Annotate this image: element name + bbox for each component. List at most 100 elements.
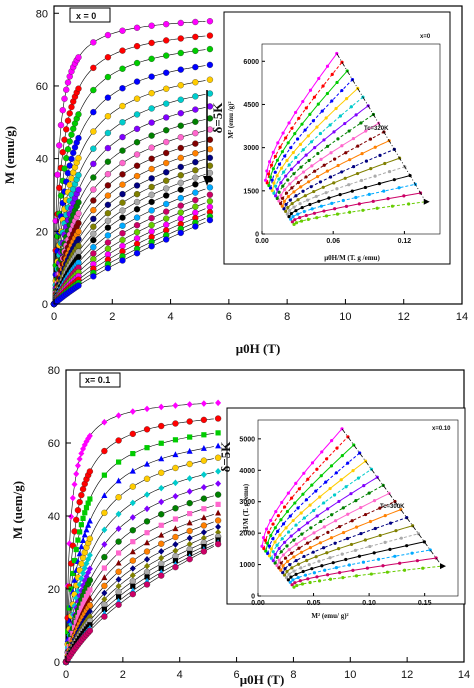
arrott-point (309, 140, 314, 144)
x-tick-label: 4 (177, 669, 183, 681)
arrott-point (314, 555, 318, 559)
data-point (129, 514, 136, 521)
arrott-point (275, 543, 279, 547)
data-point (115, 550, 122, 556)
arrott-point (279, 561, 283, 565)
data-point (87, 496, 93, 502)
top-legend-box (69, 7, 111, 23)
data-point (75, 236, 82, 243)
data-point (82, 510, 88, 516)
data-point (192, 118, 199, 125)
arrott-point (369, 572, 373, 576)
y-tick-label: 60 (36, 81, 48, 93)
data-point (68, 131, 75, 138)
data-point (86, 613, 93, 620)
arrott-point (415, 559, 420, 563)
data-point (57, 121, 65, 129)
arrott-point (308, 546, 312, 550)
data-point (90, 273, 97, 280)
arrott-point (309, 185, 313, 189)
data-point (104, 54, 112, 61)
data-point (148, 155, 155, 162)
arrott-point (293, 581, 297, 585)
data-point (90, 160, 97, 168)
arrott-point (332, 493, 337, 497)
arrott-point (315, 216, 319, 220)
arrott-point (276, 514, 280, 518)
arrott-point (315, 125, 319, 129)
data-point (129, 557, 136, 564)
data-point (63, 126, 70, 133)
data-point (158, 560, 165, 567)
arrott-point (310, 164, 314, 168)
arrott-point (356, 476, 361, 480)
data-point (75, 228, 82, 235)
arrott-point (363, 185, 368, 190)
data-point (200, 457, 208, 464)
arrott-point (272, 181, 276, 185)
arrott-point (312, 189, 316, 194)
y-tick-label: 0 (54, 657, 60, 669)
data-point (148, 144, 155, 151)
arrott-point (262, 547, 266, 551)
data-point (66, 110, 73, 117)
data-point (177, 229, 184, 237)
data-point (86, 517, 93, 524)
data-point (177, 66, 184, 73)
arrott-point (372, 499, 377, 503)
data-point (158, 572, 165, 579)
data-point (79, 485, 87, 493)
arrott-point (311, 550, 315, 554)
data-point (133, 95, 141, 102)
arrott-point (313, 146, 317, 150)
data-point (75, 199, 82, 206)
data-point (66, 162, 73, 169)
arrott-point (281, 564, 285, 568)
arrott-point (334, 566, 339, 570)
arrott-point (292, 205, 296, 209)
data-point (200, 483, 207, 491)
data-point (119, 27, 126, 34)
arrott-point (275, 187, 279, 191)
arrott-point (287, 572, 291, 576)
arrott-point (286, 141, 290, 145)
data-point (192, 203, 199, 210)
data-point (144, 505, 151, 513)
arrott-point (318, 541, 323, 545)
arrott-point (304, 175, 308, 179)
arrott-point (324, 116, 328, 120)
data-point (200, 534, 207, 542)
arrott-point (310, 207, 314, 211)
data-point (75, 242, 82, 249)
arrott-point (341, 198, 345, 203)
data-point (200, 416, 208, 424)
arrott-point (293, 501, 297, 505)
data-point (70, 149, 77, 156)
arrott-point (393, 554, 397, 558)
data-point (90, 236, 97, 244)
data-point (129, 408, 136, 415)
data-point (80, 569, 87, 577)
arrott-point (349, 105, 353, 109)
arrott-point (345, 536, 350, 541)
data-point (76, 455, 83, 463)
arrott-point (271, 550, 275, 554)
arrott-point (289, 575, 293, 579)
arrott-point (260, 544, 264, 548)
arrott-point (336, 137, 340, 141)
arrott-point (369, 167, 373, 171)
data-point (186, 534, 193, 542)
data-point (75, 210, 82, 217)
data-point (177, 202, 184, 209)
data-point (200, 548, 208, 555)
arrott-point (315, 536, 319, 540)
arrott-point (285, 212, 289, 216)
data-point (104, 144, 112, 152)
bottom-inset-legend: x=0.10 (432, 426, 451, 432)
arrott-point (325, 64, 330, 68)
arrott-point (312, 508, 316, 513)
arrott-point (288, 182, 292, 186)
arrott-point (346, 512, 350, 516)
data-point (119, 214, 126, 221)
top-inset-axes (261, 43, 441, 235)
